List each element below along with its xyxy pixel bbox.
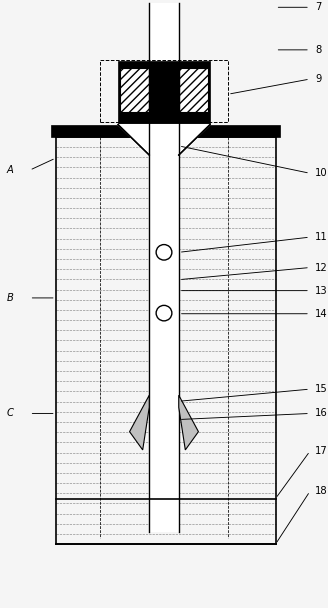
Text: 14: 14 [315, 309, 327, 319]
Bar [100, 60, 228, 122]
Text: 11: 11 [315, 232, 328, 242]
Bar [179, 68, 208, 112]
Text: 15: 15 [315, 384, 328, 394]
Text: 7: 7 [315, 2, 321, 12]
Ellipse shape [156, 244, 172, 260]
Polygon shape [130, 395, 149, 450]
Text: 17: 17 [315, 446, 328, 456]
Text: B: B [7, 293, 13, 303]
Bar [149, 3, 179, 532]
Text: 16: 16 [315, 409, 328, 418]
Text: 9: 9 [315, 74, 321, 84]
Text: A: A [7, 165, 13, 175]
Polygon shape [179, 395, 198, 450]
Text: 18: 18 [315, 486, 327, 496]
Text: 13: 13 [315, 286, 327, 295]
Bar [120, 68, 149, 112]
Text: 8: 8 [315, 45, 321, 55]
Polygon shape [118, 125, 210, 155]
Bar [118, 61, 210, 125]
Text: C: C [7, 409, 13, 418]
Text: 10: 10 [315, 168, 327, 178]
Text: 12: 12 [315, 263, 328, 272]
Ellipse shape [156, 305, 172, 321]
Bar [51, 125, 280, 137]
